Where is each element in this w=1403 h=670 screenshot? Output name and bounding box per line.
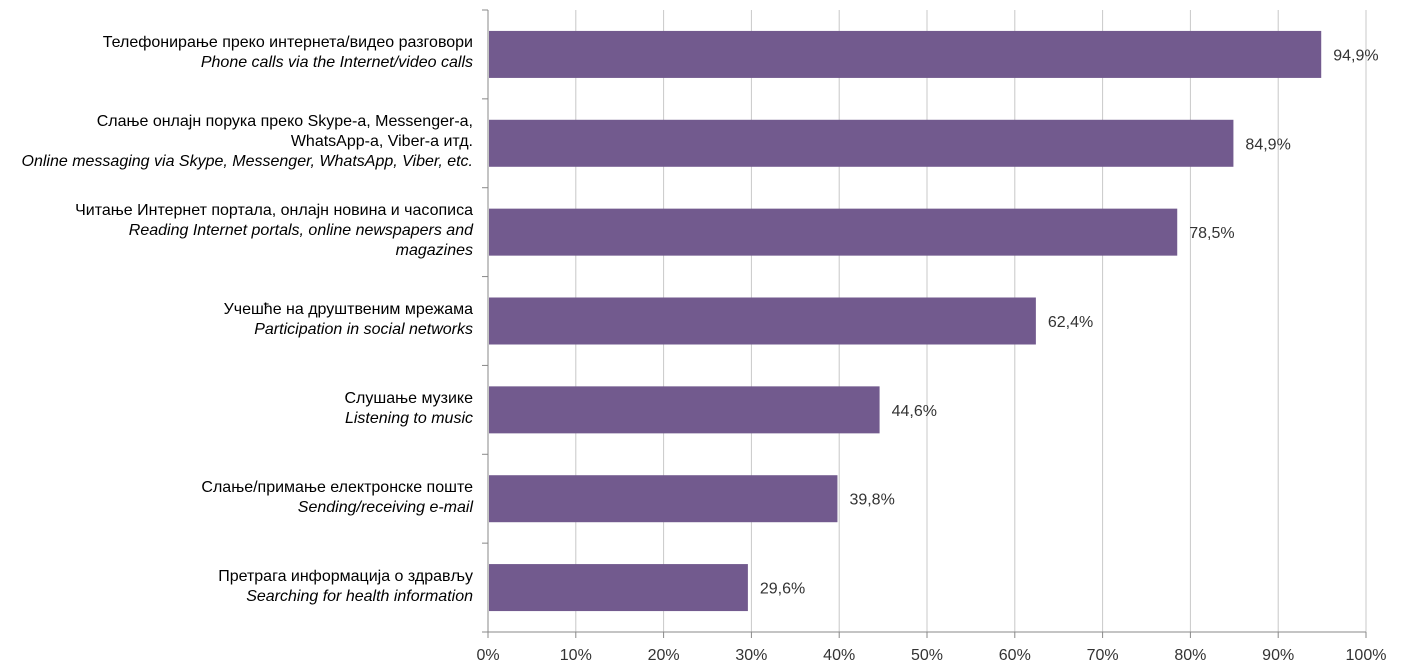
value-label: 84,9% [1245, 136, 1290, 153]
bar [489, 564, 748, 612]
category-label-serbian: Слушање музике [344, 389, 474, 407]
category-label-serbian: Учешће на друштвеним мрежама [223, 301, 473, 318]
category-label: Телефонирање преко интернета/видео разго… [0, 33, 473, 73]
bar [489, 475, 838, 523]
x-tick-label: 20% [648, 647, 680, 664]
category-label-english: Sending/receiving e-mail [297, 498, 473, 516]
category-label: Слушање музике Listening to music [0, 389, 474, 429]
bar [489, 119, 1234, 167]
category-label-english: Online messaging via Skype, Messenger, W… [21, 153, 474, 171]
value-label: 94,9% [1333, 47, 1378, 64]
category-label-serbian: Слање/примање електронске поште [201, 478, 473, 496]
bar [489, 386, 880, 434]
bars [489, 30, 1322, 612]
category-label-english: Listening to music [344, 409, 473, 427]
category-label-serbian: Читање Интернет портала, онлајн новина и… [75, 202, 473, 220]
x-tick-label: 50% [911, 647, 943, 664]
category-label: Слање онлајн порука преко Skype-а, Messe… [0, 112, 474, 172]
x-tick-label: 70% [1087, 647, 1119, 664]
x-tick-labels: 0% 10% 20% 30% 40% 50% 60% 70% 80% 90% 100% [476, 647, 1386, 664]
value-label: 39,8% [849, 492, 894, 509]
category-label: Читање Интернет портала, онлајн новина и… [0, 201, 473, 261]
category-label-english: Phone calls via the Internet/video calls [200, 54, 473, 72]
category-label: Претрага информација о здрављу Searching … [0, 567, 473, 607]
x-tick-label: 10% [560, 647, 592, 664]
x-tick-label: 90% [1262, 647, 1294, 664]
value-label: 78,5% [1189, 225, 1234, 242]
category-label: Учешће на друштвеним мрежама Participatio… [0, 300, 473, 340]
x-tick-label: 80% [1174, 647, 1206, 664]
value-label: 62,4% [1048, 314, 1093, 331]
category-label-serbian: Претрага информација о здрављу [218, 567, 473, 585]
category-label-english: Reading Internet portals, online newspap… [128, 222, 473, 240]
category-label-serbian: Слање онлајн порука преко Skype-а, Messe… [96, 113, 473, 131]
bar [489, 297, 1036, 345]
category-label-english: magazines [395, 242, 473, 260]
category-label-english: Participation in social networks [254, 321, 473, 338]
value-labels: 94,9% 84,9% 78,5% 62,4% 44,6% 39,8% 29,6% [760, 47, 1379, 597]
x-tick-label: 100% [1346, 647, 1387, 664]
x-tick-label: 40% [823, 647, 855, 664]
value-label: 29,6% [760, 581, 805, 598]
bar [489, 30, 1322, 78]
x-tick-label: 30% [735, 647, 767, 664]
axes [482, 9, 1367, 638]
category-label: Слање/примање електронске поште Sending/r… [0, 478, 473, 518]
category-label-english: Searching for health information [246, 587, 473, 605]
bar [489, 208, 1178, 256]
category-label-serbian: WhatsApp-а, Viber-а итд. [290, 133, 473, 151]
category-label-serbian: Телефонирање преко интернета/видео разго… [102, 34, 473, 52]
x-tick-label: 60% [999, 647, 1031, 664]
value-label: 44,6% [892, 403, 937, 420]
x-tick-label: 0% [476, 647, 499, 664]
